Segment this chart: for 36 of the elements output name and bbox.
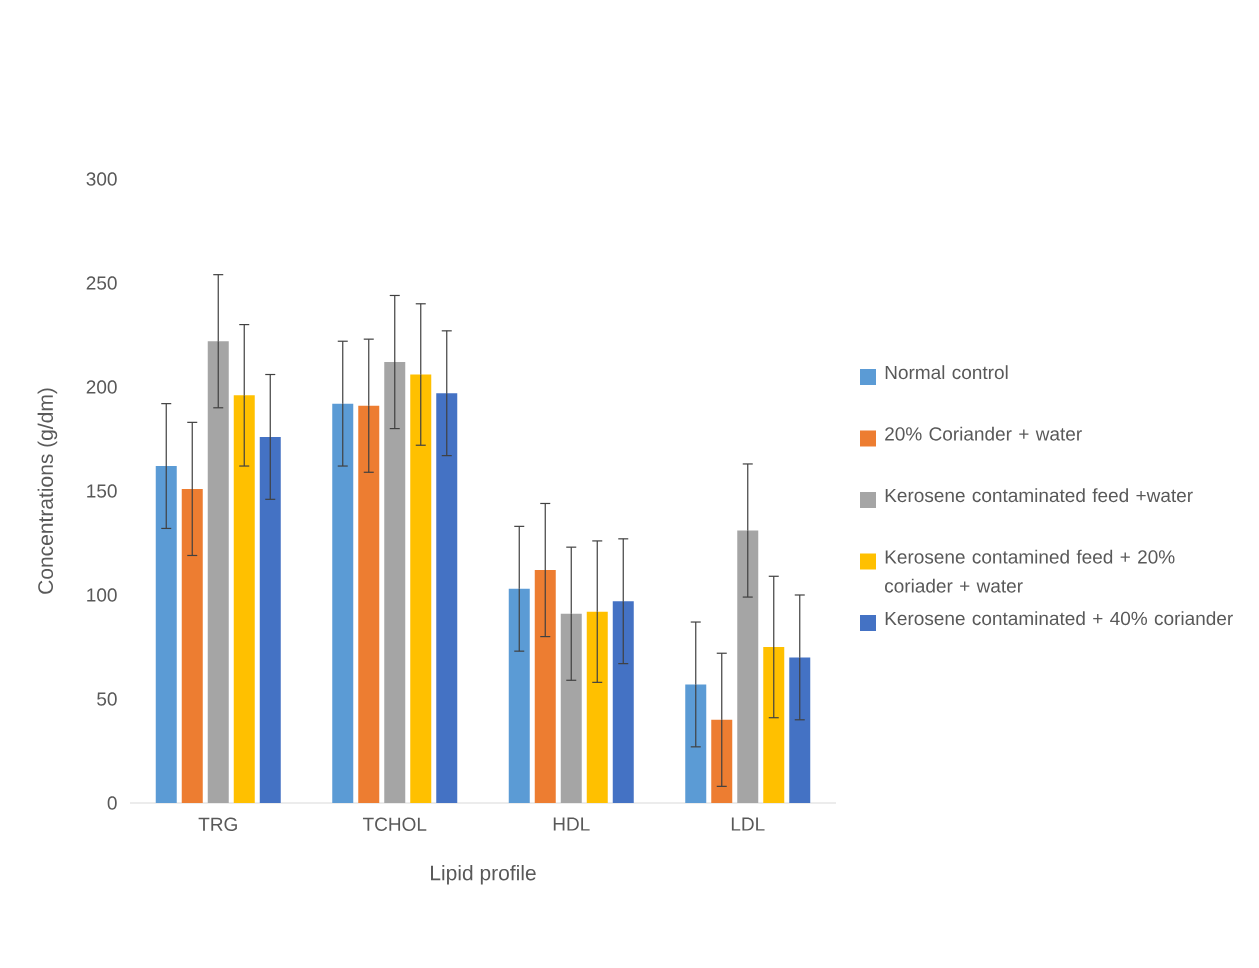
y-tick-label: 100 [87, 588, 117, 602]
bar [207, 341, 229, 803]
bar [155, 466, 177, 803]
x-tick-label: TCHOL [362, 817, 427, 831]
bar [358, 405, 380, 803]
x-tick-label: TRG [198, 817, 237, 831]
x-axis-title: Lipid profile [431, 864, 536, 885]
y-tick-label: 200 [86, 380, 117, 394]
y-tick-label: 150 [87, 484, 117, 498]
x-tick-label: HDL [553, 817, 590, 831]
y-tick-label: 300 [86, 172, 117, 186]
bar [789, 657, 811, 803]
bar [384, 362, 406, 803]
y-axis-title: Concentrations (g/dm) [37, 388, 58, 594]
bar [763, 647, 785, 803]
legend-label: Kerosene contaminated + 40% coriander [885, 611, 1233, 626]
bar [508, 588, 530, 803]
y-tick-label: 250 [86, 276, 117, 290]
bar [181, 488, 203, 803]
legend-label: Kerosene contaminated feed +water [885, 488, 1193, 503]
bar [586, 611, 608, 803]
bar [233, 395, 255, 803]
legend-label: Kerosene contamined feed + 20% coriader + water [885, 549, 1175, 593]
bar [436, 393, 458, 803]
y-tick-label: 50 [97, 692, 117, 706]
y-tick-label: 0 [107, 796, 117, 810]
bar [737, 530, 759, 803]
bar [410, 374, 432, 803]
bar [259, 436, 281, 803]
legend-label: Normal control [885, 365, 1008, 380]
bar [612, 601, 634, 803]
legend-label: 20% Coriander + water [885, 426, 1082, 441]
bar [534, 570, 556, 803]
bar [560, 613, 582, 803]
x-tick-label: LDL [731, 817, 765, 831]
bar [332, 403, 354, 803]
